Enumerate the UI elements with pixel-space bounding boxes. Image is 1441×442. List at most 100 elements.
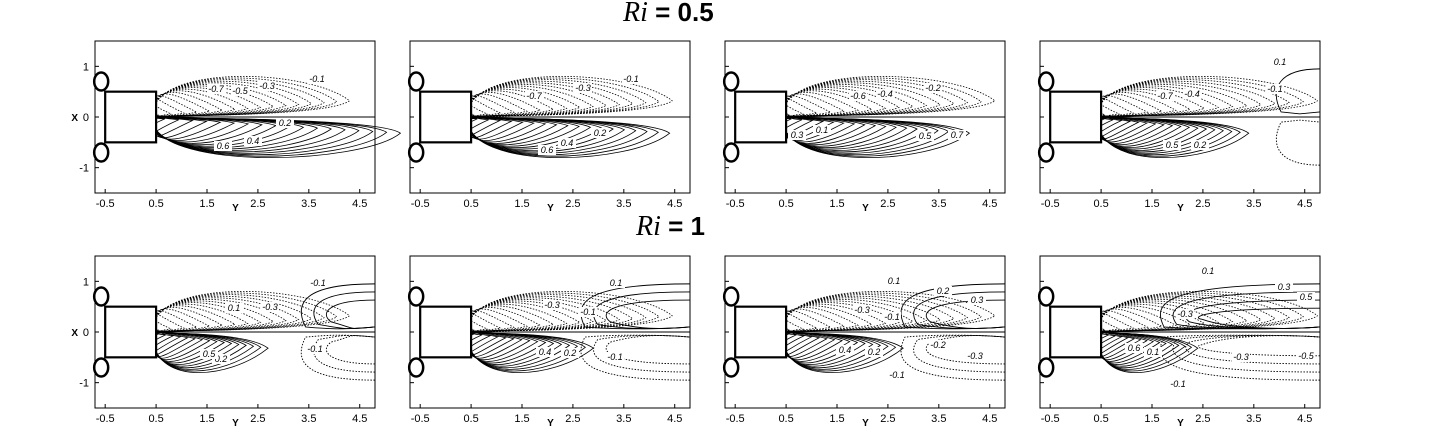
x-tick-label: 3.5 bbox=[301, 198, 316, 210]
x-tick-label: 4.5 bbox=[667, 198, 682, 210]
contour-line-far-positive bbox=[1159, 283, 1321, 330]
contour-line-far-negative bbox=[300, 334, 376, 381]
x-tick-label: 3.5 bbox=[1246, 413, 1261, 425]
corner-vortex bbox=[407, 286, 425, 307]
x-tick-label: 0.5 bbox=[778, 198, 793, 210]
x-tick-label: -0.5 bbox=[96, 198, 115, 210]
x-tick-label: 3.5 bbox=[1246, 198, 1261, 210]
y-tick-label: 0 bbox=[83, 327, 89, 339]
contour-line-negative bbox=[461, 313, 489, 332]
contour-label: -0.4 bbox=[1184, 89, 1200, 99]
contour-label: -0.6 bbox=[850, 91, 866, 101]
contour-line-negative bbox=[1096, 302, 1220, 332]
contour-label: 0.1 bbox=[1202, 266, 1215, 276]
square-cylinder bbox=[734, 305, 788, 359]
x-tick-label: 2.5 bbox=[880, 413, 895, 425]
contour-line-negative bbox=[151, 87, 262, 117]
contour-line-negative bbox=[781, 92, 860, 117]
corner-vortex bbox=[92, 142, 110, 163]
contour-line-positive bbox=[781, 332, 828, 358]
x-tick-label: -0.5 bbox=[96, 413, 115, 425]
contour-label: 0.1 bbox=[816, 125, 829, 135]
x-tick-label: -0.5 bbox=[1041, 198, 1060, 210]
contour-line-negative bbox=[1092, 313, 1121, 332]
panel-r2-c4: 0.1 0.3 0.5 -0.3 -0.1 -0.3 -0.5 0.1 0.6 -0.5 0.5 1.… bbox=[1037, 255, 1321, 429]
corner-vortex bbox=[407, 357, 425, 378]
contour-label: 0.5 bbox=[1166, 140, 1180, 150]
x-tick-label: 3.5 bbox=[616, 413, 631, 425]
contour-line-far-negative bbox=[1172, 334, 1321, 373]
contour-line-negative bbox=[781, 302, 900, 332]
x-tick-label: 0.5 bbox=[463, 413, 478, 425]
contour-label: -0.7 bbox=[1157, 91, 1174, 101]
contour-line-negative bbox=[777, 98, 805, 117]
contour-line-negative bbox=[769, 314, 790, 332]
y-tick-label: -1 bbox=[79, 378, 89, 390]
row-title-ri-0-5: Ri = 0.5 bbox=[623, 0, 714, 29]
corner-vortex bbox=[722, 71, 740, 92]
x-tick-label: 2.5 bbox=[1195, 198, 1210, 210]
contour-label: -0.3 bbox=[262, 302, 278, 312]
x-tick-label: 2.5 bbox=[1195, 413, 1210, 425]
x-axis-label: Y bbox=[232, 203, 239, 214]
contour-label: -0.5 bbox=[1298, 351, 1315, 361]
contour-line-negative bbox=[146, 98, 173, 117]
x-tick-label: 3.5 bbox=[931, 198, 946, 210]
contour-line-negative bbox=[151, 82, 300, 117]
contour-label: 0.3 bbox=[791, 130, 804, 140]
x-tick-label: -0.5 bbox=[411, 198, 430, 210]
contour-label: -0.1 bbox=[607, 352, 623, 362]
corner-vortex bbox=[92, 357, 110, 378]
panel-r1-c4: 0.1 -0.1 -0.4 -0.7 0.2 0.5 -0.5 0.5 1.5 2.5 3.5 4.5… bbox=[1037, 40, 1321, 214]
contour-label: -0.3 bbox=[575, 83, 591, 93]
corner-vortex bbox=[1037, 357, 1055, 378]
x-axis-label: Y bbox=[862, 203, 869, 214]
x-axis-label: Y bbox=[1177, 203, 1184, 214]
contour-line-negative bbox=[453, 314, 475, 332]
x-axis-label: Y bbox=[547, 418, 554, 429]
x-tick-label: 1.5 bbox=[829, 198, 844, 210]
corner-vortex bbox=[722, 357, 740, 378]
contour-line-negative bbox=[781, 305, 873, 332]
contour-line-negative bbox=[781, 307, 860, 332]
contour-line-negative bbox=[151, 295, 313, 332]
contour-label: 0.1 bbox=[888, 276, 901, 286]
x-tick-label: 1.5 bbox=[514, 413, 529, 425]
contour-label: 0.6 bbox=[217, 141, 230, 151]
contour-line-negative bbox=[781, 87, 900, 117]
x-tick-label: 0.5 bbox=[1093, 198, 1108, 210]
square-cylinder bbox=[734, 90, 788, 144]
contour-label: 0.1 bbox=[1274, 57, 1287, 67]
contour-label: -0.1 bbox=[309, 74, 325, 84]
contour-label: -0.1 bbox=[623, 74, 639, 84]
contour-label: 0.2 bbox=[1194, 140, 1207, 150]
contour-line-negative bbox=[466, 85, 594, 117]
contour-label: 0.3 bbox=[971, 295, 984, 305]
contour-line-far-positive bbox=[1198, 307, 1321, 329]
contour-line-negative bbox=[151, 305, 236, 332]
corner-vortex bbox=[722, 142, 740, 163]
contour-label: 0.3 bbox=[1278, 282, 1291, 292]
contour-line-positive bbox=[151, 332, 204, 359]
square-cylinder bbox=[419, 90, 473, 144]
y-tick-label: 0 bbox=[83, 112, 89, 124]
contour-label: 0.7 bbox=[951, 130, 965, 140]
x-tick-label: -0.5 bbox=[1041, 413, 1060, 425]
contour-label: -0.7 bbox=[526, 91, 543, 101]
contour-label: 0.1 bbox=[610, 278, 623, 288]
contour-label: -0.7 bbox=[208, 84, 225, 94]
y-tick-label: 1 bbox=[83, 61, 89, 73]
contour-line-positive bbox=[781, 332, 821, 356]
contour-label: 0.2 bbox=[215, 354, 228, 364]
contour-label: -0.3 bbox=[259, 81, 275, 91]
contour-label: -0.3 bbox=[854, 305, 870, 315]
contour-line-negative bbox=[138, 99, 160, 117]
square-cylinder bbox=[419, 305, 473, 359]
contour-label: -0.1 bbox=[1170, 379, 1186, 389]
x-axis-label: Y bbox=[862, 418, 869, 429]
x-tick-label: 2.5 bbox=[250, 198, 265, 210]
contour-line-far-negative bbox=[913, 334, 1006, 373]
panel-r1-c1: -0.1 -0.3 -0.5 -0.7 0.2 0.4 0.6 -0.5 0.5 1.5 2.5 3.… bbox=[71, 40, 402, 214]
y-tick-label: 1 bbox=[83, 276, 89, 288]
